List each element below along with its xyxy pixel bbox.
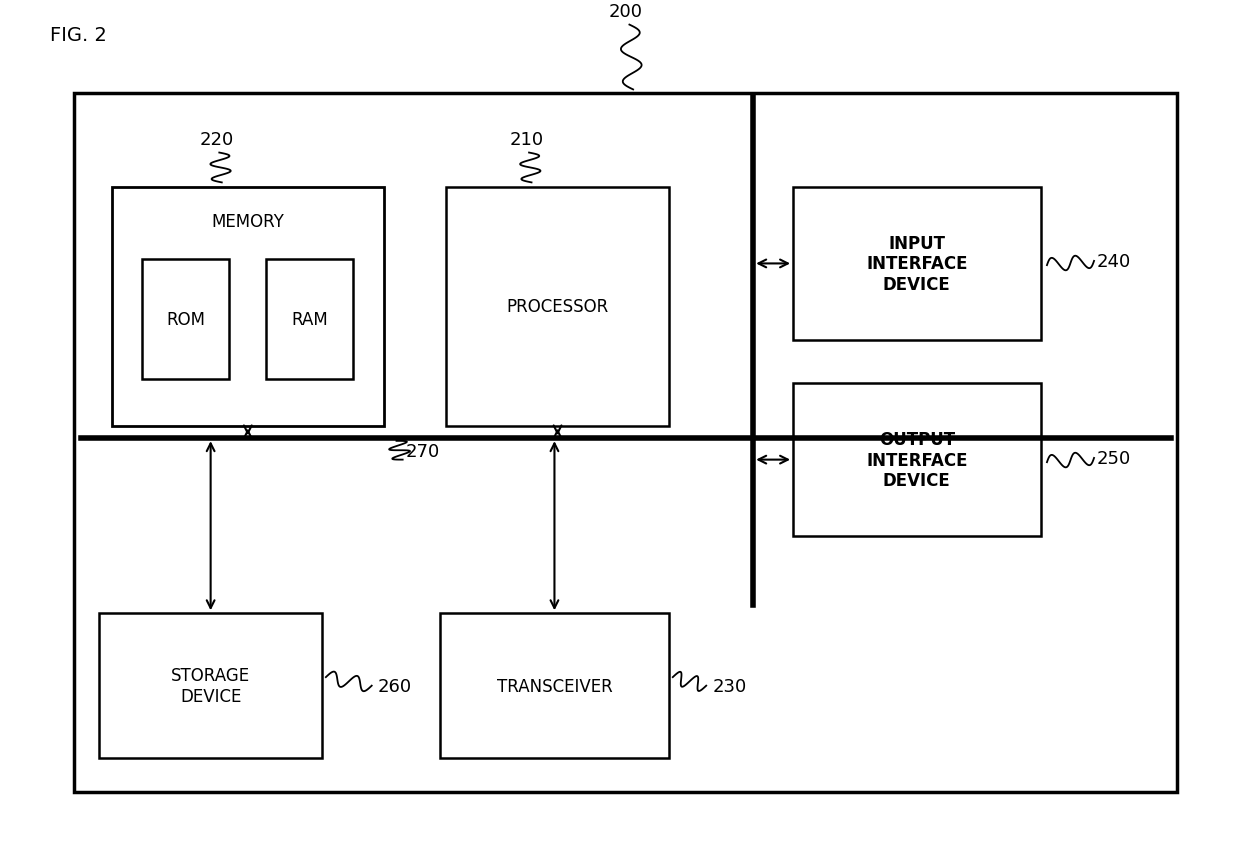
- Text: OUTPUT
INTERFACE
DEVICE: OUTPUT INTERFACE DEVICE: [866, 430, 968, 490]
- Bar: [112, 187, 384, 426]
- Text: 240: 240: [1097, 252, 1131, 271]
- Text: 250: 250: [1097, 449, 1131, 468]
- Bar: [446, 187, 669, 426]
- Text: STORAGE
DEVICE: STORAGE DEVICE: [171, 666, 250, 705]
- Text: 220: 220: [199, 131, 234, 149]
- Text: 200: 200: [608, 3, 643, 21]
- Bar: [266, 260, 353, 379]
- Bar: [793, 383, 1041, 537]
- Bar: [440, 613, 669, 758]
- Text: RAM: RAM: [291, 310, 328, 329]
- Text: 270: 270: [405, 442, 440, 460]
- Text: INPUT
INTERFACE
DEVICE: INPUT INTERFACE DEVICE: [866, 234, 968, 294]
- Bar: [142, 260, 229, 379]
- Bar: [74, 94, 1177, 792]
- Text: ROM: ROM: [166, 310, 206, 329]
- Bar: [99, 613, 322, 758]
- Text: MEMORY: MEMORY: [212, 213, 284, 231]
- Text: 210: 210: [509, 131, 544, 149]
- Text: PROCESSOR: PROCESSOR: [507, 297, 608, 316]
- Text: FIG. 2: FIG. 2: [50, 26, 107, 44]
- Bar: [793, 187, 1041, 341]
- Text: 260: 260: [378, 676, 413, 695]
- Text: TRANSCEIVER: TRANSCEIVER: [497, 676, 612, 695]
- Text: 230: 230: [712, 676, 747, 695]
